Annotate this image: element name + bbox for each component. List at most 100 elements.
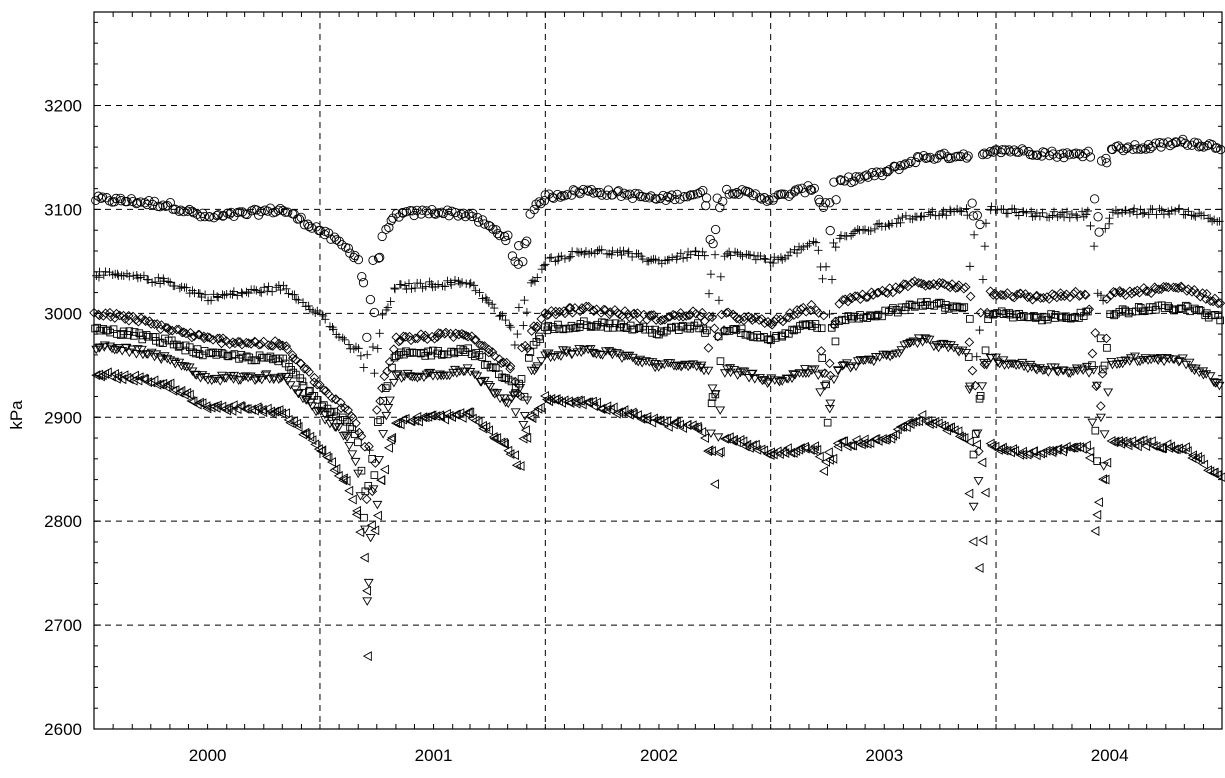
data-point bbox=[165, 197, 175, 208]
data-point bbox=[976, 392, 985, 400]
data-point bbox=[444, 371, 455, 381]
data-point bbox=[246, 339, 256, 349]
data-point bbox=[1197, 288, 1208, 298]
data-point bbox=[349, 252, 359, 263]
data-point bbox=[895, 160, 906, 171]
data-point bbox=[237, 288, 246, 297]
data-point bbox=[472, 212, 483, 223]
data-point bbox=[955, 206, 965, 216]
data-point bbox=[669, 417, 679, 428]
data-point bbox=[202, 403, 212, 414]
data-point bbox=[780, 448, 790, 459]
data-point bbox=[1121, 206, 1130, 215]
data-point bbox=[510, 340, 520, 350]
data-point bbox=[318, 402, 326, 411]
data-point bbox=[714, 296, 724, 305]
data-point bbox=[1187, 286, 1197, 297]
data-point bbox=[489, 303, 499, 313]
data-point bbox=[1183, 284, 1194, 294]
data-point bbox=[1195, 454, 1205, 465]
data-point bbox=[1043, 368, 1054, 377]
data-point bbox=[379, 397, 387, 405]
data-point bbox=[898, 213, 907, 222]
data-point bbox=[200, 290, 210, 299]
data-point bbox=[421, 352, 430, 360]
data-point bbox=[99, 270, 109, 280]
data-point bbox=[676, 249, 685, 258]
data-point bbox=[825, 225, 835, 236]
data-point bbox=[1152, 305, 1160, 314]
data-point bbox=[514, 303, 524, 312]
data-point bbox=[382, 366, 392, 377]
data-point bbox=[409, 373, 420, 382]
data-point bbox=[964, 337, 975, 348]
data-point bbox=[501, 235, 511, 246]
data-point bbox=[897, 421, 907, 432]
data-point bbox=[281, 341, 292, 351]
data-point bbox=[972, 210, 982, 220]
data-point bbox=[1031, 290, 1042, 301]
data-point bbox=[920, 334, 931, 343]
data-point bbox=[748, 190, 758, 201]
series-diamond bbox=[89, 276, 1225, 505]
data-point bbox=[1022, 292, 1033, 303]
data-point bbox=[784, 312, 794, 323]
data-point bbox=[363, 578, 374, 588]
x-tick-label: 2002 bbox=[640, 746, 678, 765]
data-point bbox=[156, 355, 167, 365]
data-point bbox=[809, 365, 820, 374]
data-point bbox=[477, 215, 488, 225]
data-point bbox=[819, 382, 830, 391]
data-point bbox=[1150, 283, 1161, 294]
data-point bbox=[104, 326, 112, 335]
data-point bbox=[846, 231, 856, 240]
data-point bbox=[805, 320, 814, 328]
data-point bbox=[828, 453, 838, 464]
data-point bbox=[707, 312, 717, 323]
data-point bbox=[811, 238, 821, 247]
data-point bbox=[373, 344, 382, 353]
data-point bbox=[310, 439, 320, 450]
data-point bbox=[565, 253, 574, 262]
data-point bbox=[269, 373, 280, 383]
data-point bbox=[778, 316, 788, 327]
data-point bbox=[105, 307, 115, 318]
data-point bbox=[228, 337, 238, 348]
data-point bbox=[285, 381, 296, 390]
data-point bbox=[724, 432, 734, 443]
data-point bbox=[1085, 446, 1095, 457]
data-point bbox=[143, 332, 152, 341]
data-point bbox=[1106, 310, 1115, 318]
data-point bbox=[827, 275, 837, 284]
data-point bbox=[309, 372, 320, 383]
data-point bbox=[229, 371, 240, 381]
data-point bbox=[359, 441, 370, 452]
data-point bbox=[710, 479, 719, 490]
data-point bbox=[1056, 291, 1066, 302]
data-point bbox=[824, 358, 835, 369]
data-point bbox=[1146, 436, 1156, 447]
data-point bbox=[833, 441, 843, 452]
data-point bbox=[143, 377, 153, 388]
data-point bbox=[176, 385, 186, 396]
data-point bbox=[1201, 288, 1212, 299]
data-point bbox=[1093, 212, 1103, 222]
data-point bbox=[1101, 153, 1111, 164]
data-point bbox=[1058, 148, 1068, 158]
data-point bbox=[386, 215, 396, 226]
data-point bbox=[605, 307, 616, 317]
data-point bbox=[805, 444, 815, 455]
data-point bbox=[1053, 443, 1063, 454]
data-point bbox=[884, 308, 893, 316]
data-point bbox=[1141, 286, 1151, 297]
data-point bbox=[749, 375, 760, 384]
data-point bbox=[640, 192, 651, 203]
data-point bbox=[138, 335, 147, 344]
data-point bbox=[149, 332, 157, 341]
data-point bbox=[321, 451, 331, 462]
data-point bbox=[872, 167, 882, 177]
data-point bbox=[1072, 441, 1082, 452]
data-point bbox=[1075, 149, 1085, 159]
data-point bbox=[404, 279, 414, 288]
y-tick-label: 2900 bbox=[44, 408, 82, 427]
